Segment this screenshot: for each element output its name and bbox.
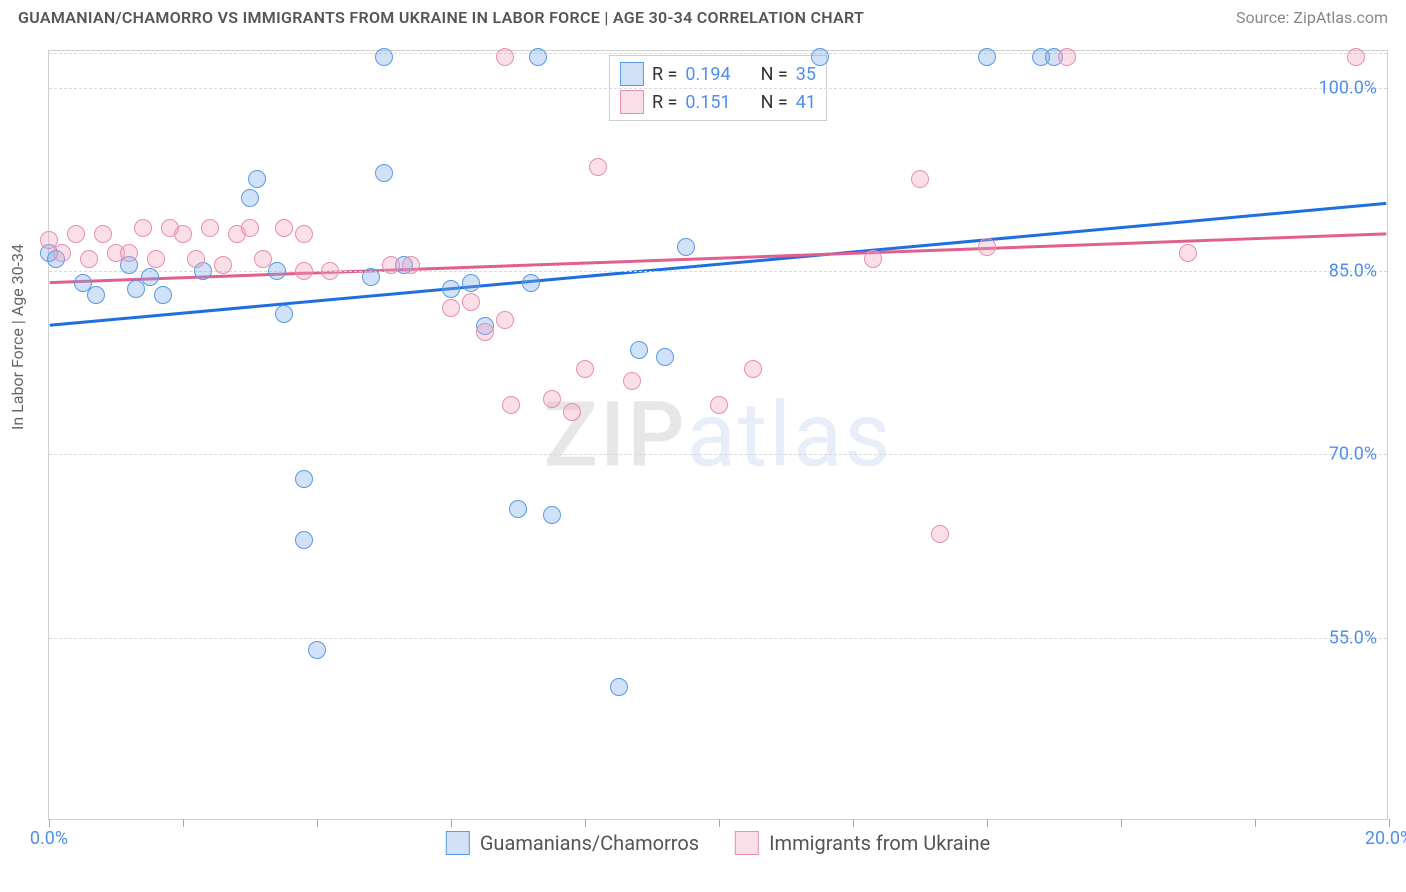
data-point [656,348,674,366]
gridline [49,53,1387,54]
x-tick [853,819,854,827]
data-point [402,256,420,274]
data-point [248,170,266,188]
data-point [187,250,205,268]
data-point [931,525,949,543]
data-point [268,262,286,280]
data-point [67,225,85,243]
chart-title: GUAMANIAN/CHAMORRO VS IMMIGRANTS FROM UK… [18,8,864,27]
y-tick-label: 100.0% [1319,77,1377,98]
gridline [49,271,1387,272]
data-point [589,158,607,176]
gridline [49,88,1387,89]
data-point [476,323,494,341]
x-tick [1255,819,1256,827]
data-point [502,396,520,414]
data-point [141,268,159,286]
data-point [382,256,400,274]
legend-item: Immigrants from Ukraine [735,831,990,855]
data-point [174,225,192,243]
data-point [462,293,480,311]
data-point [563,403,581,421]
data-point [496,48,514,66]
data-point [214,256,232,274]
data-point [576,360,594,378]
x-tick [317,819,318,827]
scatter-plot: ZIPatlas R =0.194N =35R =0.151N =41 Guam… [48,50,1388,820]
data-point [744,360,762,378]
x-tick [585,819,586,827]
y-axis-label: In Labor Force | Age 30-34 [8,244,27,430]
data-point [529,48,547,66]
x-tick-label: 0.0% [30,828,68,849]
data-point [442,280,460,298]
gridline [49,454,1387,455]
legend-label: Immigrants from Ukraine [769,831,990,855]
data-point [1347,48,1365,66]
data-point [254,250,272,268]
data-point [295,225,313,243]
data-point [53,244,71,262]
data-point [275,305,293,323]
y-tick-label: 85.0% [1329,261,1377,282]
source-label: Source: ZipAtlas.com [1236,8,1388,27]
series-legend: Guamanians/Chamorros Immigrants from Ukra… [446,831,990,855]
data-point [295,470,313,488]
data-point [375,164,393,182]
data-point [522,274,540,292]
data-point [677,238,695,256]
data-point [496,311,514,329]
x-tick [1389,819,1390,827]
data-point [87,286,105,304]
x-tick [719,819,720,827]
y-tick-label: 70.0% [1329,444,1377,465]
x-tick [49,819,50,827]
data-point [134,219,152,237]
data-point [623,372,641,390]
trend-lines [49,51,1387,819]
y-tick-label: 55.0% [1329,627,1377,648]
data-point [864,250,882,268]
legend-swatch [446,831,470,855]
data-point [811,48,829,66]
data-point [1179,244,1197,262]
data-point [710,396,728,414]
data-point [80,250,98,268]
data-point [375,48,393,66]
x-tick [451,819,452,827]
data-point [462,274,480,292]
data-point [610,678,628,696]
legend-item: Guamanians/Chamorros [446,831,699,855]
x-tick [1121,819,1122,827]
legend-label: Guamanians/Chamorros [480,831,699,855]
x-tick [183,819,184,827]
data-point [442,299,460,317]
data-point [1058,48,1076,66]
legend-swatch [735,831,759,855]
data-point [321,262,339,280]
data-point [509,500,527,518]
data-point [911,170,929,188]
data-point [978,238,996,256]
data-point [201,219,219,237]
data-point [543,390,561,408]
data-point [543,506,561,524]
data-point [241,219,259,237]
data-point [295,531,313,549]
data-point [147,250,165,268]
data-point [120,244,138,262]
x-tick-label: 20.0% [1365,828,1406,849]
data-point [362,268,380,286]
data-point [308,641,326,659]
data-point [275,219,293,237]
data-point [154,286,172,304]
data-point [241,189,259,207]
data-point [978,48,996,66]
data-point [630,341,648,359]
data-point [94,225,112,243]
data-point [295,262,313,280]
gridline [49,638,1387,639]
x-tick [987,819,988,827]
